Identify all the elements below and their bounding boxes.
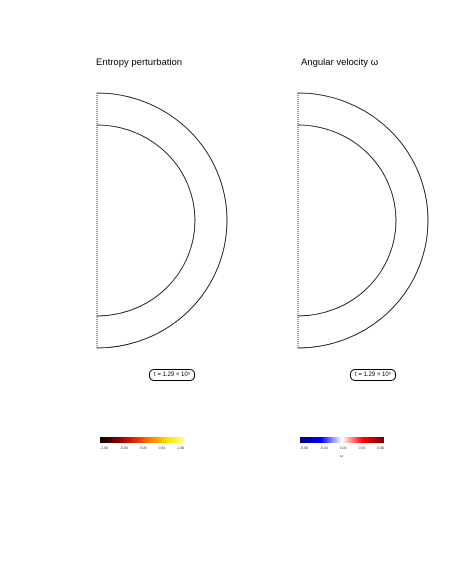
entropy-colorbar-tick-2: 0.00 [140, 446, 147, 450]
omega-colorbar-label: ω [340, 453, 343, 458]
entropy-colorbar-tick-4: 1.08 [177, 446, 184, 450]
omega-colorbar-tick-1: -0.04 [320, 446, 328, 450]
omega-colorbar [300, 437, 384, 443]
entropy-colorbar-tick-3: 0.54 [158, 446, 165, 450]
entropy-colorbar-ticks: -1.08 -0.54 0.00 0.54 1.08 [100, 446, 184, 450]
entropy-outer-boundary [97, 93, 227, 348]
entropy-inner-boundary [97, 125, 195, 316]
entropy-colorbar [100, 437, 184, 443]
omega-colorbar-tick-4: 0.08 [377, 446, 384, 450]
omega-title: Angular velocity ω [301, 57, 378, 68]
entropy-colorbar-tick-1: -0.54 [120, 446, 128, 450]
omega-colorbar-tick-0: -0.08 [300, 446, 308, 450]
entropy-colorbar-tick-0: -1.08 [100, 446, 108, 450]
entropy-time-label: t = 1.29 × 10⁵ [149, 369, 195, 381]
omega-colorbar-tick-3: 0.04 [358, 446, 365, 450]
omega-outer-boundary [298, 93, 428, 348]
omega-colorbar-tick-2: 0.00 [340, 446, 347, 450]
omega-inner-boundary [298, 125, 396, 316]
omega-time-label: t = 1.29 × 10⁵ [350, 369, 396, 381]
omega-colorbar-ticks: -0.08 -0.04 0.00 0.04 0.08 [300, 446, 384, 450]
